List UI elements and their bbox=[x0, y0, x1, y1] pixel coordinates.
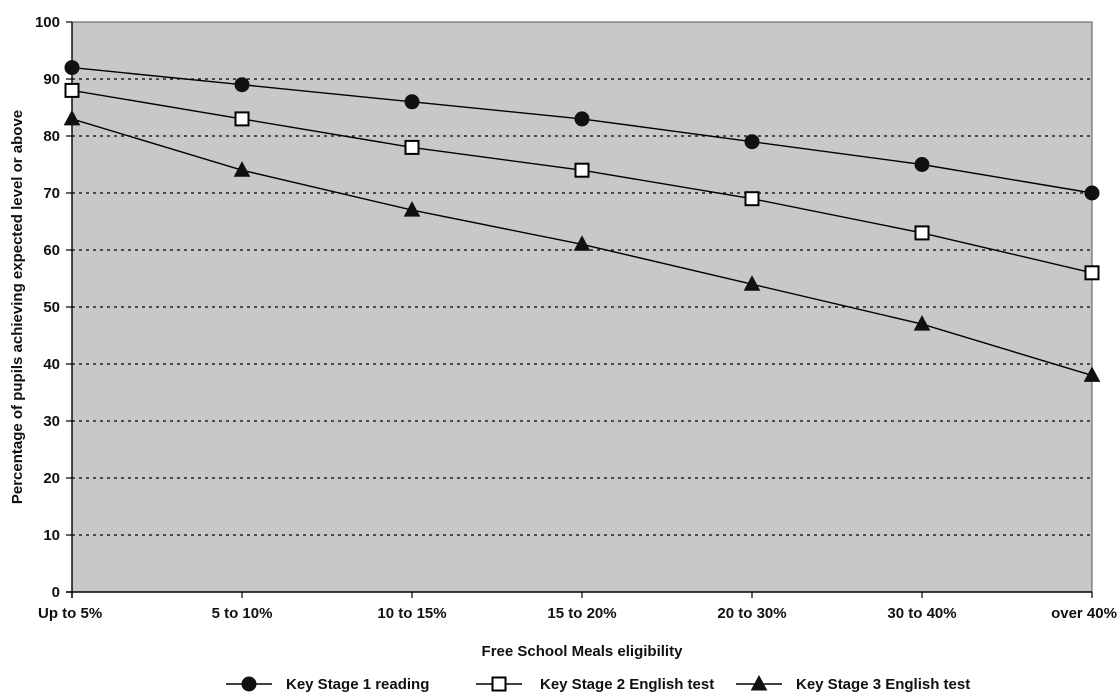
x-axis-title: Free School Meals eligibility bbox=[482, 643, 684, 660]
data-point-square bbox=[1084, 265, 1100, 281]
series-key-stage-1-reading bbox=[64, 60, 1100, 201]
series-key-stage-2-english-test bbox=[64, 82, 1100, 281]
data-point-triangle bbox=[233, 161, 251, 177]
data-point-circle bbox=[64, 60, 80, 76]
legend: Key Stage 1 reading Key Stage 2 English t… bbox=[226, 674, 970, 693]
legend-label: Key Stage 3 English test bbox=[796, 676, 970, 693]
y-tick-labels: 0 10 20 30 40 50 60 70 80 90 100 bbox=[35, 14, 72, 601]
data-point-square bbox=[744, 191, 760, 207]
data-point-square bbox=[64, 82, 80, 98]
data-point-circle bbox=[1084, 185, 1100, 201]
data-point-circle bbox=[241, 676, 257, 692]
data-point-triangle bbox=[403, 201, 421, 217]
legend-item: Key Stage 1 reading bbox=[226, 676, 429, 693]
data-point-triangle bbox=[1083, 366, 1101, 382]
x-tick-label: 30 to 40% bbox=[887, 605, 956, 622]
legend-item: Key Stage 2 English test bbox=[476, 676, 714, 693]
data-point-square bbox=[574, 162, 590, 178]
plot-area bbox=[72, 22, 1092, 592]
data-point-triangle bbox=[750, 674, 768, 691]
legend-item: Key Stage 3 English test bbox=[736, 674, 970, 693]
y-tick-label: 40 bbox=[43, 356, 60, 373]
x-tick-label: 10 to 15% bbox=[377, 605, 446, 622]
data-point-square bbox=[404, 139, 420, 155]
y-tick-label: 100 bbox=[35, 14, 60, 31]
y-tick-label: 70 bbox=[43, 185, 60, 202]
x-tick-labels: Up to 5% 5 to 10% 10 to 15% 15 to 20% 20 to … bbox=[38, 592, 1117, 622]
data-point-square bbox=[491, 676, 507, 692]
y-axis-title: Percentage of pupils achieving expected … bbox=[9, 110, 26, 504]
data-point-triangle bbox=[63, 109, 81, 126]
y-tick-label: 90 bbox=[43, 71, 60, 88]
series-layer bbox=[63, 60, 1101, 382]
y-tick-label: 50 bbox=[43, 299, 60, 316]
data-point-circle bbox=[744, 134, 760, 150]
y-tick-label: 60 bbox=[43, 242, 60, 259]
series-key-stage-3-english-test bbox=[63, 109, 1101, 382]
legend-label: Key Stage 1 reading bbox=[286, 676, 429, 693]
y-tick-label: 10 bbox=[43, 527, 60, 544]
data-point-triangle bbox=[573, 235, 591, 251]
data-point-circle bbox=[914, 157, 930, 172]
x-tick-label: 15 to 20% bbox=[547, 605, 616, 622]
y-tick-label: 30 bbox=[43, 413, 60, 430]
data-point-circle bbox=[234, 77, 250, 93]
data-point-square bbox=[234, 111, 250, 127]
y-tick-label: 0 bbox=[52, 584, 60, 601]
legend-label: Key Stage 2 English test bbox=[540, 676, 714, 693]
x-tick-label: Up to 5% bbox=[38, 605, 102, 622]
data-point-triangle bbox=[913, 315, 931, 331]
y-tick-label: 20 bbox=[43, 470, 60, 487]
x-tick-label: over 40% bbox=[1051, 605, 1117, 622]
x-tick-label: 20 to 30% bbox=[717, 605, 786, 622]
data-point-triangle bbox=[743, 275, 761, 291]
data-point-square bbox=[914, 225, 930, 241]
y-tick-label: 80 bbox=[43, 128, 60, 145]
x-tick-label: 5 to 10% bbox=[212, 605, 273, 622]
data-point-circle bbox=[404, 94, 420, 110]
data-point-circle bbox=[574, 111, 590, 127]
